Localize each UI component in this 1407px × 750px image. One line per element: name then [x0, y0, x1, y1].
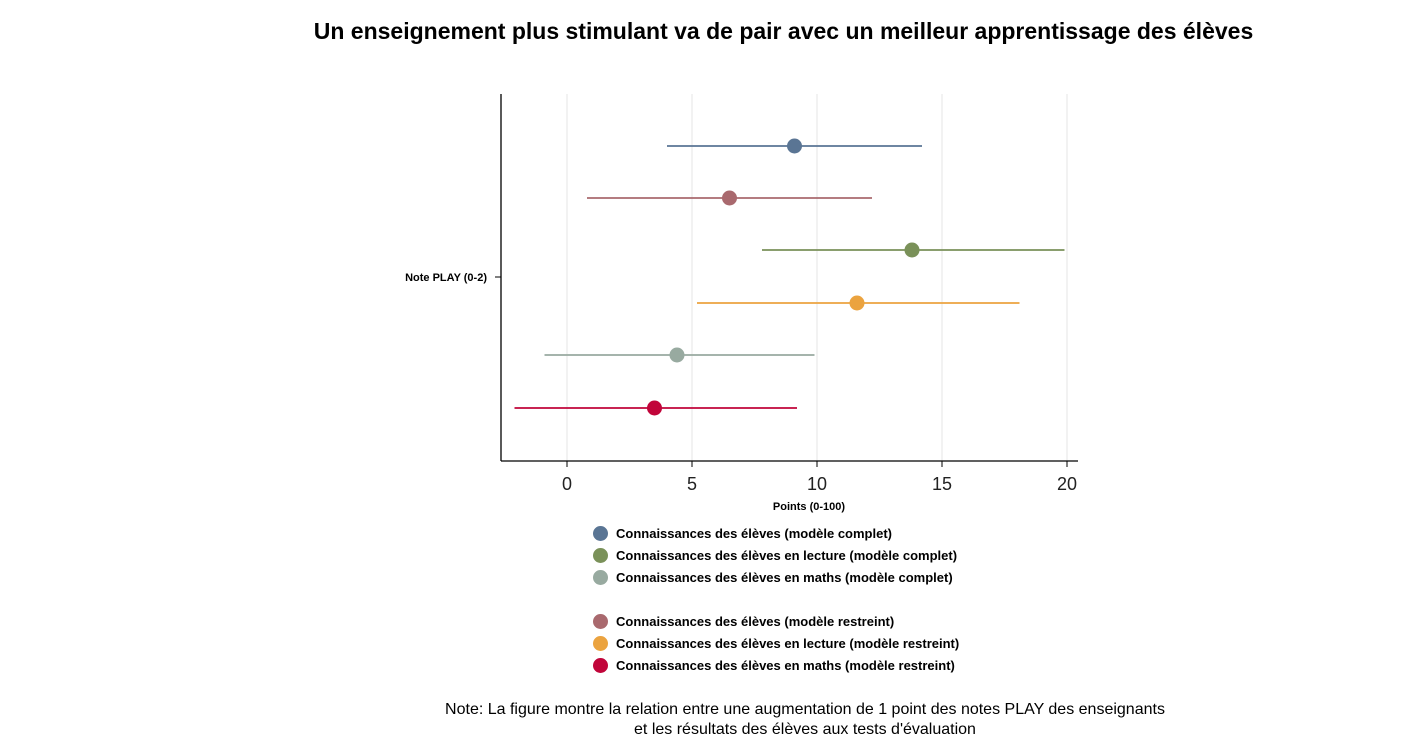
x-tick-label: 0 — [562, 474, 572, 494]
legend-item: Connaissances des élèves (modèle restrei… — [593, 610, 959, 632]
note-line-2: et les résultats des élèves aux tests d'… — [634, 721, 976, 738]
x-tick-label: 20 — [1057, 474, 1077, 494]
legend-item: Connaissances des élèves en lecture (mod… — [593, 632, 959, 654]
x-tick-label: 15 — [932, 474, 952, 494]
legend-group: Connaissances des élèves (modèle restrei… — [593, 610, 959, 676]
legend-item: Connaissances des élèves en maths (modèl… — [593, 566, 959, 588]
x-tick-label: 10 — [807, 474, 827, 494]
point-estimate — [669, 347, 685, 363]
point-estimate — [904, 242, 920, 258]
chart-legend: Connaissances des élèves (modèle complet… — [593, 522, 959, 698]
chart-title: Un enseignement plus stimulant va de pai… — [313, 18, 1254, 44]
legend-marker — [593, 635, 608, 651]
legend-group: Connaissances des élèves (modèle complet… — [593, 522, 959, 588]
legend-marker — [593, 547, 608, 563]
legend-label: Connaissances des élèves en maths (modèl… — [616, 569, 953, 585]
legend-label: Connaissances des élèves en lecture (mod… — [616, 547, 958, 563]
figure-note: Note: La figure montre la relation entre… — [300, 700, 1310, 740]
chart-plot: 0 5 10 15 20 Points (0-100) Note PLAY (0-2) — [405, 94, 1078, 513]
legend-item: Connaissances des élèves en maths (modèl… — [593, 654, 959, 676]
legend-label: Connaissances des élèves (modèle complet… — [616, 525, 892, 541]
legend-item: Connaissances des élèves en lecture (mod… — [593, 544, 959, 566]
legend-marker — [593, 569, 608, 585]
point-estimate — [722, 190, 737, 206]
point-estimate — [647, 400, 662, 416]
x-tick-label: 5 — [687, 474, 697, 494]
x-axis-label: Points (0-100) — [773, 501, 845, 513]
legend-marker — [593, 613, 608, 629]
y-category-label: Note PLAY (0-2) — [405, 272, 487, 284]
legend-item: Connaissances des élèves (modèle complet… — [593, 522, 959, 544]
legend-marker — [593, 525, 608, 541]
note-line-1: Note: La figure montre la relation entre… — [445, 701, 1165, 718]
legend-label: Connaissances des élèves (modèle restrei… — [616, 613, 895, 629]
point-estimate — [787, 138, 802, 154]
legend-marker — [593, 657, 608, 673]
legend-label: Connaissances des élèves en maths (modèl… — [616, 657, 955, 673]
legend-label: Connaissances des élèves en lecture (mod… — [616, 635, 960, 651]
point-estimate — [849, 295, 865, 311]
